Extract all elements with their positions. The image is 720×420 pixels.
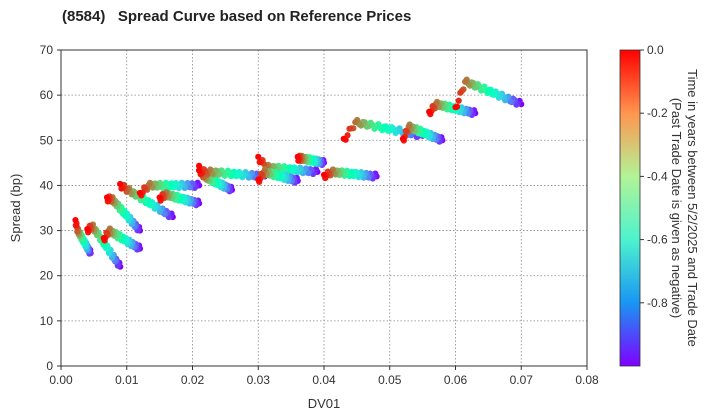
colorbar-label-line2: (Past Trade Date is given as negative) xyxy=(669,98,684,318)
scatter-point xyxy=(156,194,163,201)
colorbar-tick-label: -0.4 xyxy=(647,169,668,183)
scatter-point xyxy=(84,225,91,233)
y-tick-label: 40 xyxy=(40,178,54,192)
scatter-point xyxy=(402,127,409,135)
y-tick-label: 50 xyxy=(40,133,54,147)
scatter-point xyxy=(352,119,359,126)
y-ticks: 0 10 20 30 40 50 60 70 xyxy=(40,43,61,373)
y-tick-label: 10 xyxy=(40,314,54,328)
x-ticks: 0.00 0.01 0.02 0.03 0.04 0.05 0.06 0.07 0.08 xyxy=(49,366,599,387)
x-tick-label: 0.06 xyxy=(444,373,468,387)
scatter-point xyxy=(72,222,79,229)
x-axis-label: DV01 xyxy=(308,396,341,411)
y-tick-label: 70 xyxy=(40,43,54,57)
scatter-point xyxy=(455,97,462,104)
scatter-point xyxy=(346,125,353,132)
scatter-point xyxy=(195,162,203,169)
scatter-point xyxy=(399,135,406,142)
y-tick-label: 60 xyxy=(40,88,54,102)
y-tick-label: 20 xyxy=(40,269,54,283)
y-tick-label: 30 xyxy=(40,224,54,238)
scatter-point xyxy=(429,103,436,110)
colorbar-tick-label: 0.0 xyxy=(647,43,664,57)
x-tick-label: 0.07 xyxy=(510,373,534,387)
scatter-point xyxy=(136,189,143,197)
scatter-point xyxy=(489,91,496,98)
scatter-point xyxy=(462,78,469,85)
scatter-point xyxy=(195,167,203,174)
scatter-point xyxy=(340,135,347,142)
x-tick-label: 0.08 xyxy=(575,373,599,387)
scatter-point xyxy=(426,108,433,115)
scatter-point xyxy=(258,170,265,177)
scatter-point xyxy=(105,249,113,257)
scatter-point xyxy=(320,171,328,179)
x-tick-label: 0.04 xyxy=(312,373,336,387)
scatter-point xyxy=(118,185,125,192)
scatter-point xyxy=(100,235,107,242)
colorbar-tick-label: -0.2 xyxy=(647,106,668,120)
x-tick-label: 0.03 xyxy=(247,373,271,387)
x-tick-label: 0.02 xyxy=(181,373,205,387)
scatter-point xyxy=(103,194,111,201)
scatter-point xyxy=(141,184,148,191)
colorbar-tick-label: -0.8 xyxy=(647,296,668,310)
scatter-point xyxy=(405,123,412,130)
colorbar xyxy=(619,49,641,367)
scatter-point xyxy=(457,89,464,96)
scatter-point xyxy=(255,176,262,183)
scatter-point xyxy=(255,153,262,160)
scatter-point xyxy=(452,104,459,111)
scatter-point xyxy=(103,229,110,236)
scatter-point xyxy=(294,153,301,160)
scatter-points xyxy=(72,76,525,270)
x-tick-label: 0.00 xyxy=(49,373,73,387)
y-axis-label: Spread (bp) xyxy=(8,174,23,243)
scatter-point xyxy=(471,84,478,91)
scatter-point xyxy=(256,159,263,166)
x-tick-label: 0.05 xyxy=(378,373,402,387)
x-tick-label: 0.01 xyxy=(115,373,139,387)
chart-title: (8584) Spread Curve based on Reference P… xyxy=(62,8,412,25)
colorbar-tick-label: -0.6 xyxy=(647,233,668,247)
scatter-point xyxy=(117,180,124,188)
colorbar-ticks: 0.0 -0.2 -0.4 -0.6 -0.8 xyxy=(640,43,668,310)
scatter-point xyxy=(72,216,79,224)
y-tick-label: 0 xyxy=(46,359,53,373)
colorbar-label-line1: Time in years between 5/2/2025 and Trade… xyxy=(685,69,700,347)
